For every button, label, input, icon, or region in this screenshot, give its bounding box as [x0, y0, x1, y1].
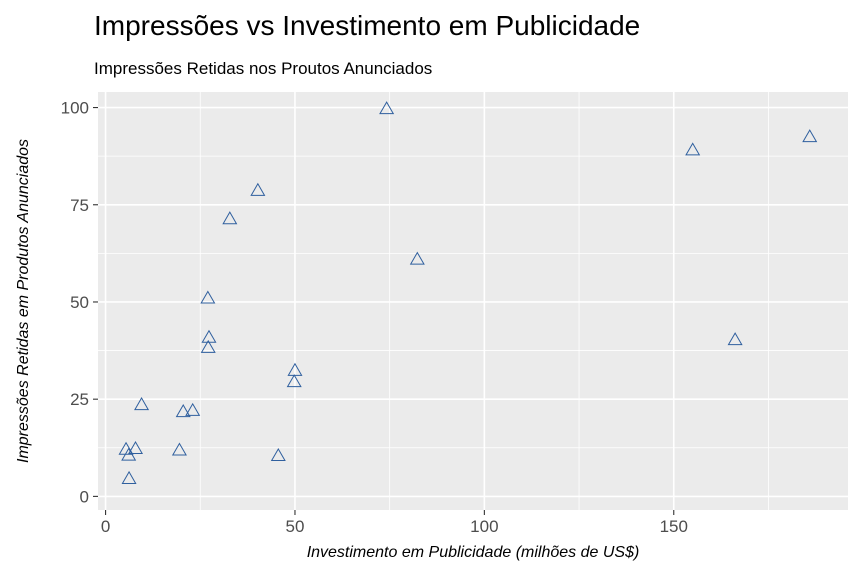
data-point-triangle	[171, 442, 187, 456]
y-tick-label: 100	[61, 99, 89, 118]
data-point-triangle	[270, 447, 286, 462]
data-point-triangle	[250, 182, 266, 196]
x-tick-label: 0	[101, 517, 110, 536]
data-point-triangle	[118, 441, 134, 455]
y-tick-label: 25	[70, 390, 89, 409]
data-point-triangle	[409, 251, 425, 265]
data-point-triangle	[121, 447, 137, 461]
data-point-triangle	[685, 142, 701, 156]
x-axis: 0 50 100 150	[101, 510, 688, 536]
data-point-triangle	[287, 362, 303, 376]
data-point-triangle	[727, 332, 743, 346]
plot-panel	[98, 92, 848, 510]
data-point-triangle	[802, 129, 818, 143]
x-tick-label: 150	[660, 517, 688, 536]
data-point-triangle	[175, 404, 191, 418]
data-point-triangle	[222, 211, 238, 225]
y-axis-title: Impressões Retidas em Produtos Anunciado…	[15, 139, 32, 463]
data-point-triangle	[200, 290, 216, 304]
y-axis: 0 25 50 75 100	[61, 99, 98, 506]
data-point-triangle	[121, 470, 137, 484]
x-tick-label: 100	[470, 517, 498, 536]
y-tick-label: 75	[70, 196, 89, 215]
data-point-triangle	[379, 101, 395, 115]
y-tick-label: 0	[80, 487, 89, 506]
chart-subtitle: Impressões Retidas nos Proutos Anunciado…	[94, 59, 433, 78]
data-point-triangle	[134, 397, 150, 411]
x-axis-title: Investimento em Publicidade (milhões de …	[307, 544, 640, 561]
grid-minor	[98, 92, 848, 510]
data-point-triangle	[185, 402, 201, 416]
grid-major	[98, 92, 848, 510]
data-point-triangle	[286, 374, 302, 388]
data-point-triangle	[200, 339, 216, 353]
chart-title: Impressões vs Investimento em Publicidad…	[94, 10, 641, 41]
data-points	[118, 101, 818, 484]
x-tick-label: 50	[286, 517, 305, 536]
data-point-triangle	[127, 440, 144, 455]
y-tick-label: 50	[70, 293, 89, 312]
